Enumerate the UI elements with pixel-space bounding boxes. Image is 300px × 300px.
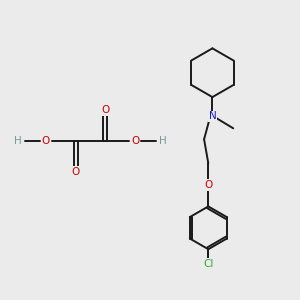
- Text: H: H: [160, 136, 167, 146]
- Text: N: N: [208, 111, 216, 122]
- Text: O: O: [42, 136, 50, 146]
- Text: H: H: [14, 136, 22, 146]
- Text: O: O: [72, 167, 80, 177]
- Text: O: O: [101, 105, 110, 115]
- Text: O: O: [204, 180, 212, 190]
- Text: Cl: Cl: [203, 259, 214, 269]
- Text: O: O: [131, 136, 139, 146]
